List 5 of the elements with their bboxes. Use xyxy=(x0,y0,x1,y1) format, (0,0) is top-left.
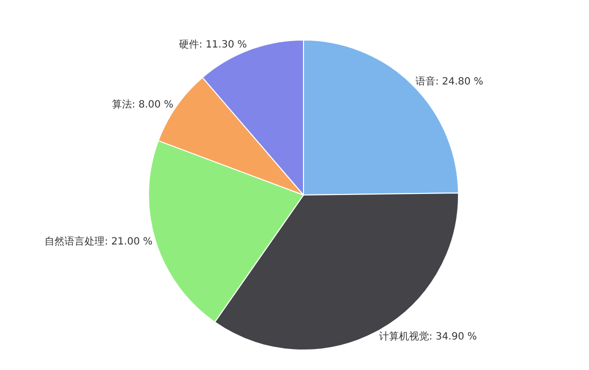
slice-label: 算法: 8.00 % xyxy=(112,98,174,110)
slice-label: 硬件: 11.30 % xyxy=(179,39,247,50)
slice-label: 自然语言处理: 21.00 % xyxy=(44,236,152,248)
slice-label: 计算机视觉: 34.90 % xyxy=(379,330,477,343)
slice-label: 语音: 24.80 % xyxy=(415,76,484,88)
